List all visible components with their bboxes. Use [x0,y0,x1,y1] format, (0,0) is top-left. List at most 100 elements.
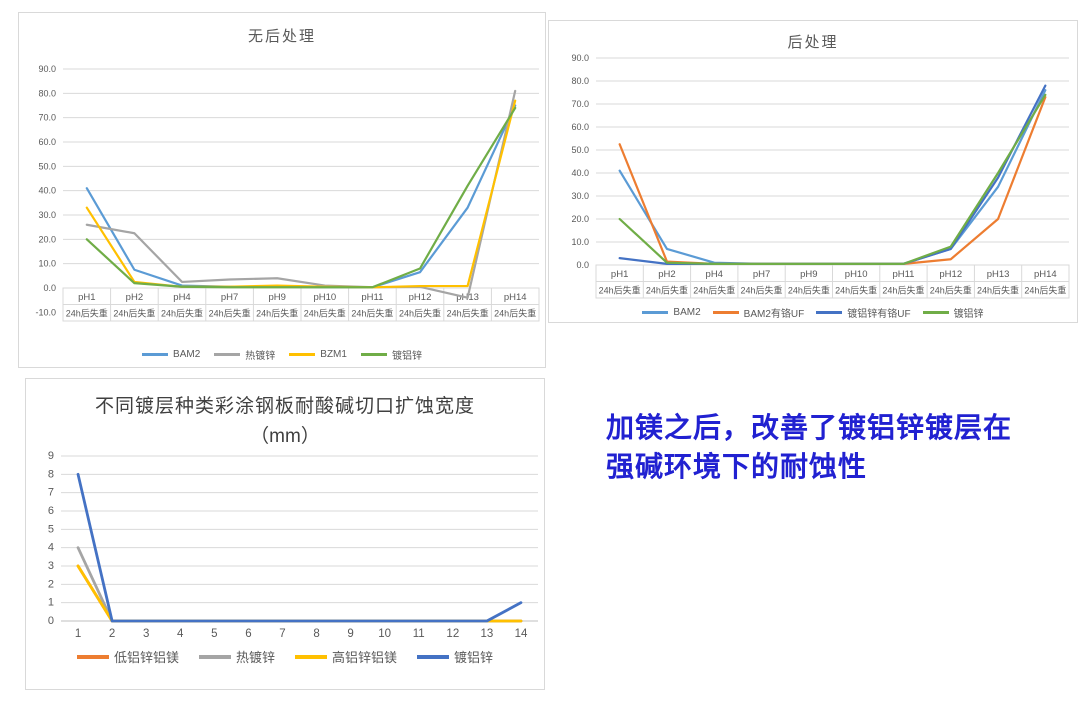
legend-label: 低铝锌铝镁 [113,650,179,665]
x-category-label: 6 [245,628,251,640]
series-line-镀铝锌有铬UF [618,84,1047,265]
legend-line-swatch [289,353,316,356]
x-category-label: pH7 [753,269,770,280]
series-line-镀铝锌 [618,93,1047,265]
chart-title: 后处理 [787,34,839,51]
y-tick-label: 8 [48,468,54,480]
x-category-sublabel: 24h后失重 [304,308,346,319]
y-tick-label: 60.0 [571,122,589,132]
series-line-BAM2 [618,89,1047,265]
legend-line-swatch [816,311,843,314]
legend-label: 热镀锌 [245,351,276,362]
x-category-label: 14 [515,628,528,640]
chart-legend: 低铝锌铝镁 热镀锌 高铝锌铝镁 镀铝锌 [26,647,544,666]
legend-line-swatch [417,654,450,659]
legend-line-swatch [642,311,669,314]
y-tick-label: 50.0 [571,145,589,155]
x-category-sublabel: 24h后失重 [741,285,783,296]
x-category-label: pH9 [800,269,817,280]
x-category-sublabel: 24h后失重 [693,285,735,296]
x-category-label: pH12 [939,269,962,280]
x-category-label: 13 [480,628,493,640]
y-tick-label: 0.0 [43,283,56,293]
x-category-label: 7 [279,628,285,640]
legend-label: 镀铝锌有铬UF [847,309,911,320]
legend-item-镀铝锌: 镀铝锌 [417,647,493,666]
x-category-label: 12 [446,628,459,640]
series-line-高铝锌铝镁 [76,564,523,623]
legend-line-swatch [360,353,387,356]
legend-label: BAM2有铬UF [743,309,805,320]
y-tick-label: 5 [48,523,54,535]
series-line-镀铝锌 [76,472,523,623]
chart-legend: BAM2 热镀锌 BZM1 镀铝锌 [19,347,545,362]
line-chart-post-treatment: 90.0 80.0 70.0 60.0 50.0 40.0 30.0 20.0 10.0 0.0 p… [571,53,1070,299]
x-category-label: pH11 [892,269,914,280]
legend-line-swatch [214,353,241,356]
y-tick-label: 70.0 [38,113,56,123]
legend-label: BZM1 [320,349,347,360]
y-tick-label: 2 [48,578,54,590]
x-category-sublabel: 24h后失重 [646,285,688,296]
y-tick-label: -10.0 [35,307,56,317]
x-category-label: 1 [75,628,81,640]
x-category-label: pH10 [313,292,336,303]
x-category-label: 11 [413,628,425,640]
series-line-BZM1 [85,99,517,289]
legend-line-swatch [142,353,169,356]
legend-item-镀铝锌: 镀铝锌 [360,347,422,362]
x-category-label: pH12 [409,292,432,303]
legend-item-热镀锌: 热镀锌 [198,647,275,666]
series-line-热镀锌 [85,89,517,299]
x-category-label: pH1 [78,292,95,303]
x-category-sublabel: 24h后失重 [161,308,203,319]
y-tick-label: 80.0 [571,76,589,86]
legend-label: 高铝锌铝镁 [332,650,398,665]
y-tick-label: 7 [48,487,54,499]
chart-panel-no-post-treatment: 无后处理 90.0 80.0 70.0 60.0 50.0 40.0 30.0 20.0 10.… [18,12,546,368]
legend-item-BZM1: BZM1 [289,349,347,360]
annotation-line-1: 加镁之后，改善了镀铝锌镀层在 [606,412,1013,443]
x-category-sublabel: 24h后失重 [113,308,155,319]
line-chart-no-post-treatment: 90.0 80.0 70.0 60.0 50.0 40.0 30.0 20.0 10.0 0.0 -… [35,64,540,322]
legend-line-swatch [922,311,949,314]
y-tick-label: 0.0 [576,260,589,270]
annotation-text: 加镁之后，改善了镀铝锌镀层在 强碱环境下的耐蚀性 [606,408,1084,486]
y-tick-label: 20.0 [38,234,56,244]
y-tick-label: 20.0 [571,214,589,224]
x-category-sublabel: 24h后失重 [599,285,641,296]
y-tick-label: 10.0 [38,259,56,269]
x-category-sublabel: 24h后失重 [209,308,251,319]
x-category-label: pH9 [268,292,285,303]
series-line-镀铝锌 [85,106,517,289]
x-category-sublabel: 24h后失重 [66,308,108,319]
chart-legend: BAM2 BAM2有铬UF 镀铝锌有铬UF 镀铝锌 [549,305,1077,320]
x-category-label: pH2 [126,292,143,303]
legend-item-镀铝锌有铬UF: 镀铝锌有铬UF [816,305,911,320]
x-category-label: 2 [109,628,115,640]
legend-line-swatch [198,654,231,659]
x-category-label: pH11 [361,292,383,303]
legend-item-BAM2有铬UF: BAM2有铬UF [712,305,805,320]
y-tick-label: 40.0 [571,168,589,178]
x-category-sublabel: 24h后失重 [351,308,393,319]
legend-item-高铝锌铝镁: 高铝锌铝镁 [295,647,397,666]
series-line-低铝锌铝镁 [76,564,523,623]
legend-label: BAM2 [673,307,701,318]
x-category-sublabel: 24h后失重 [447,308,489,319]
x-category-sublabel: 24h后失重 [882,285,924,296]
x-category-label: pH7 [221,292,238,303]
annotation-line-2: 强碱环境下的耐蚀性 [606,451,868,483]
x-category-sublabel: 24h后失重 [399,308,441,319]
legend-line-swatch [76,654,109,659]
y-tick-label: 4 [48,542,54,554]
x-category-sublabel: 24h后失重 [930,285,972,296]
legend-line-swatch [712,311,739,314]
x-category-sublabel: 24h后失重 [1024,285,1066,296]
legend-item-BAM2: BAM2 [642,307,701,318]
x-category-label: pH4 [706,269,723,280]
legend-label: 镀铝锌 [391,351,422,362]
x-category-label: 3 [143,628,149,640]
y-tick-label: 0 [48,615,54,627]
